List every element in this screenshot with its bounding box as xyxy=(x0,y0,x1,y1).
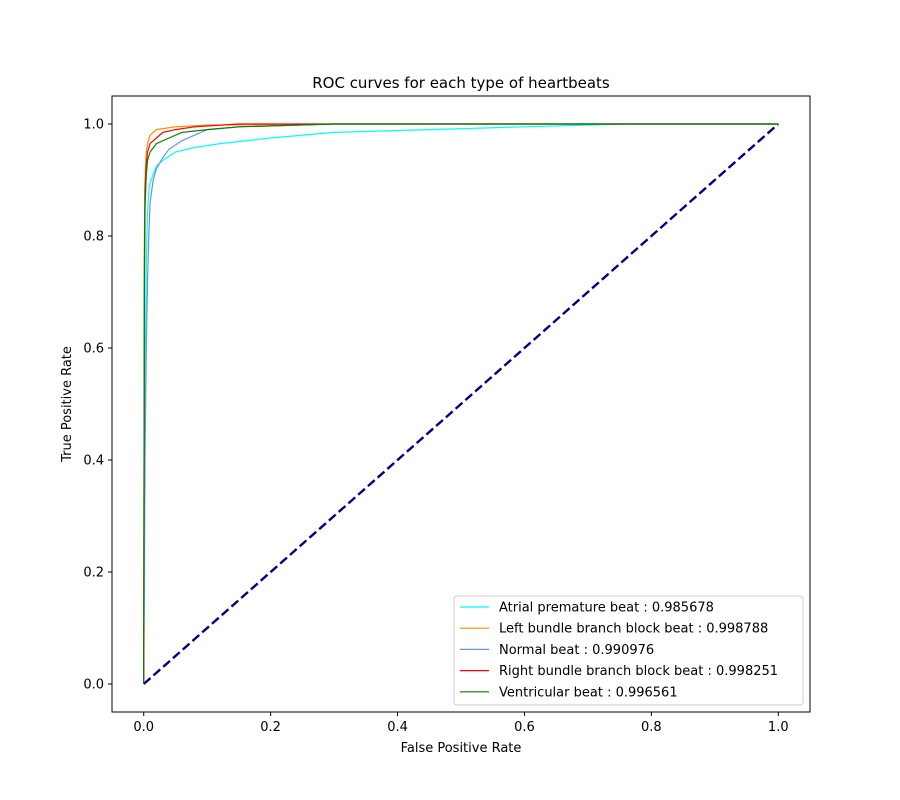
legend-box xyxy=(453,595,804,706)
legend: Atrial premature beat : 0.985678 Left bun… xyxy=(453,595,804,706)
x-axis-ticks: 0.0 0.2 0.4 0.6 0.8 1.0 xyxy=(133,712,789,735)
y-axis-ticks: 0.0 0.2 0.4 0.6 0.8 1.0 xyxy=(83,118,112,693)
y-tick-label: 0.2 xyxy=(83,566,104,581)
legend-label-4: Right bundle branch block beat : 0.99825… xyxy=(499,664,778,679)
reference-line-layer xyxy=(142,123,780,685)
chart-title: ROC curves for each type of heartbeats xyxy=(312,74,610,92)
series-layer xyxy=(143,123,779,685)
y-tick-label: 0.4 xyxy=(83,454,104,469)
series-line-5 xyxy=(143,123,779,685)
series-line-1 xyxy=(143,123,779,685)
y-tick-label: 0.6 xyxy=(83,342,104,357)
x-tick-label: 0.8 xyxy=(641,720,662,735)
x-axis-label: False Positive Rate xyxy=(401,741,522,756)
x-tick-label: 0.6 xyxy=(514,720,535,735)
legend-label-2: Left bundle branch block beat : 0.998788 xyxy=(499,622,768,637)
y-axis-label: True Positive Rate xyxy=(60,346,75,463)
y-tick-label: 0.0 xyxy=(83,678,104,693)
y-tick-label: 1.0 xyxy=(83,118,104,133)
legend-label-1: Atrial premature beat : 0.985678 xyxy=(499,601,714,616)
x-tick-label: 1.0 xyxy=(768,720,789,735)
y-tick-label: 0.8 xyxy=(83,230,104,245)
x-tick-label: 0.0 xyxy=(133,720,154,735)
legend-label-3: Normal beat : 0.990976 xyxy=(499,643,654,658)
legend-label-5: Ventricular beat : 0.996561 xyxy=(499,685,678,700)
reference-diagonal-line xyxy=(142,123,780,685)
plot-frame xyxy=(111,95,811,713)
x-tick-label: 0.2 xyxy=(260,720,281,735)
x-tick-label: 0.4 xyxy=(387,720,408,735)
